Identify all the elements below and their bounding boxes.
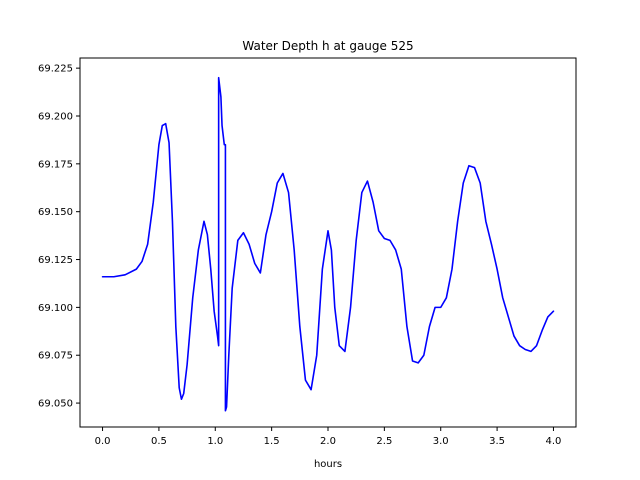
- y-tick-label: 69.125: [38, 255, 73, 266]
- y-tick-label: 69.050: [38, 399, 73, 410]
- x-tick-label: 2.5: [376, 436, 392, 447]
- x-tick-label: 2.0: [320, 436, 336, 447]
- y-tick-label: 69.100: [38, 303, 73, 314]
- series-line-1: [101, 76, 555, 412]
- x-tick-label: 1.5: [264, 436, 280, 447]
- y-tick-label: 69.200: [38, 111, 73, 122]
- x-tick-label: 0.0: [95, 436, 111, 447]
- x-tick-label: 4.0: [546, 436, 562, 447]
- x-tick-label: 0.5: [151, 436, 167, 447]
- y-tick-label: 69.150: [38, 207, 73, 218]
- chart-title: Water Depth h at gauge 525: [242, 39, 413, 53]
- x-axis-label: hours: [314, 459, 342, 470]
- x-tick-label: 3.5: [489, 436, 505, 447]
- x-tick-label: 1.0: [207, 436, 223, 447]
- x-axis: 0.0 0.5 1.0 1.5 2.0 2.5 3.0 3.5 4.0: [95, 427, 562, 447]
- plot-area: [101, 76, 555, 412]
- y-tick-label: 69.175: [38, 159, 73, 170]
- y-axis: 69.050 69.075 69.100 69.125 69.150 69.175 69.2…: [38, 64, 80, 410]
- y-tick-label: 69.075: [38, 351, 73, 362]
- y-tick-label: 69.225: [38, 64, 73, 75]
- x-tick-label: 3.0: [433, 436, 449, 447]
